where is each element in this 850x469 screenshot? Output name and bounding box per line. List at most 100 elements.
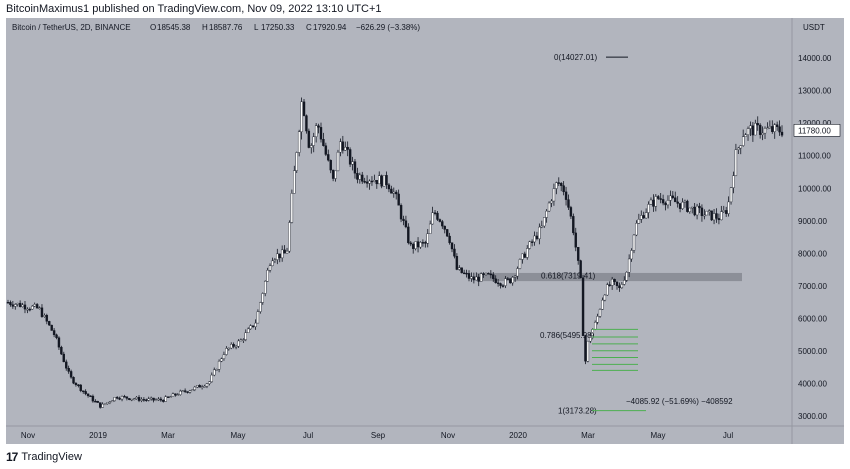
candle-body xyxy=(74,382,78,385)
candle-body xyxy=(441,221,444,227)
candle-body xyxy=(327,154,330,161)
candle-body xyxy=(608,284,611,286)
candle-body xyxy=(79,384,82,391)
candle-body xyxy=(203,385,206,388)
candle-body xyxy=(268,265,272,271)
candle-body xyxy=(191,389,194,392)
candle-body xyxy=(378,175,381,185)
candle-body xyxy=(766,127,769,130)
x-tick-label: Mar xyxy=(581,431,595,440)
candle-body xyxy=(208,381,211,384)
x-tick-label: May xyxy=(230,431,245,440)
candle-body xyxy=(23,304,27,310)
candle-body xyxy=(419,242,422,248)
candle-body xyxy=(259,302,262,312)
candle-body xyxy=(484,272,488,275)
candle-body xyxy=(290,193,294,223)
candle-body xyxy=(683,200,687,203)
candle-body xyxy=(606,284,609,296)
candle-body xyxy=(472,276,476,281)
candle-body xyxy=(52,330,56,336)
candle-body xyxy=(271,260,274,266)
candle-body xyxy=(130,398,133,401)
candle-body xyxy=(698,205,701,209)
candle-body xyxy=(297,131,301,153)
candle-body xyxy=(217,360,221,370)
candle-body xyxy=(613,278,616,283)
candle-body xyxy=(312,136,315,146)
candle-body xyxy=(513,275,517,278)
candle-body xyxy=(657,196,660,199)
candle-body xyxy=(111,400,114,403)
candle-body xyxy=(467,273,471,279)
candle-body xyxy=(496,282,500,285)
candle-body xyxy=(220,358,223,362)
candle-body xyxy=(458,267,461,270)
candle-body xyxy=(652,199,655,207)
candle-body xyxy=(336,151,340,172)
candle-body xyxy=(319,127,323,140)
footer-brand: 17 TradingView xyxy=(6,448,82,466)
candle-body xyxy=(547,202,551,212)
candle-body xyxy=(686,200,689,212)
candle-body xyxy=(365,181,369,184)
y-tick-label: 5000.00 xyxy=(798,347,827,356)
candle-body xyxy=(501,285,505,287)
candle-body xyxy=(26,308,29,311)
candle-body xyxy=(567,199,570,208)
candle-body xyxy=(266,270,269,282)
candle-body xyxy=(38,307,41,310)
candle-body xyxy=(470,276,473,279)
chart-panel[interactable]: Bitcoin / TetherUS, 2D, BINANCE O 18545.… xyxy=(6,18,844,444)
candle-body xyxy=(322,139,325,146)
candle-body xyxy=(654,196,658,207)
candle-body xyxy=(530,241,534,243)
candle-body xyxy=(28,308,32,311)
candle-body xyxy=(33,304,36,307)
candle-body xyxy=(67,368,70,372)
candle-body xyxy=(540,225,543,228)
fib-level-label: 0(14027.01) xyxy=(554,53,597,62)
candle-body xyxy=(157,398,160,401)
x-tick-label: Nov xyxy=(441,431,455,440)
candle-body xyxy=(589,335,592,342)
candle-body xyxy=(334,170,337,179)
ohlc-c-value: 17920.94 xyxy=(313,23,347,32)
candle-body xyxy=(188,390,192,393)
y-tick-label: 12000.00 xyxy=(798,119,832,128)
candle-body xyxy=(375,180,379,185)
candle-body xyxy=(152,397,155,401)
candle-body xyxy=(390,188,393,194)
candle-body xyxy=(445,229,449,237)
candle-body xyxy=(521,253,524,260)
candle-body xyxy=(460,267,463,274)
x-tick-label: Nov xyxy=(21,431,35,440)
candle-body xyxy=(688,207,691,212)
candle-body xyxy=(695,205,699,216)
candle-body xyxy=(176,394,180,396)
candle-body xyxy=(232,344,235,347)
candle-body xyxy=(768,126,772,129)
candle-body xyxy=(574,232,577,248)
measure-label: −4085.92 (−51.69%) −408592 xyxy=(626,397,733,406)
candle-body xyxy=(106,402,109,405)
candle-body xyxy=(409,242,412,245)
candle-body xyxy=(140,399,143,401)
fib-level-label: 0.786(5495.98) xyxy=(540,331,595,340)
candle-body xyxy=(395,191,398,195)
price-chart[interactable]: Bitcoin / TetherUS, 2D, BINANCE O 18545.… xyxy=(6,18,844,444)
candle-body xyxy=(433,212,437,214)
candle-body xyxy=(249,325,252,330)
candle-body xyxy=(48,321,51,326)
ohlc-h-label: H xyxy=(202,23,208,32)
candle-body xyxy=(162,399,165,402)
candle-body xyxy=(630,250,633,260)
candle-body xyxy=(380,175,383,187)
candle-body xyxy=(756,123,759,126)
current-price-label: 11780.00 xyxy=(798,126,831,135)
candle-body xyxy=(504,278,507,286)
candle-body xyxy=(147,398,150,401)
candle-body xyxy=(620,284,624,289)
candle-body xyxy=(149,397,153,400)
candle-body xyxy=(659,198,662,200)
